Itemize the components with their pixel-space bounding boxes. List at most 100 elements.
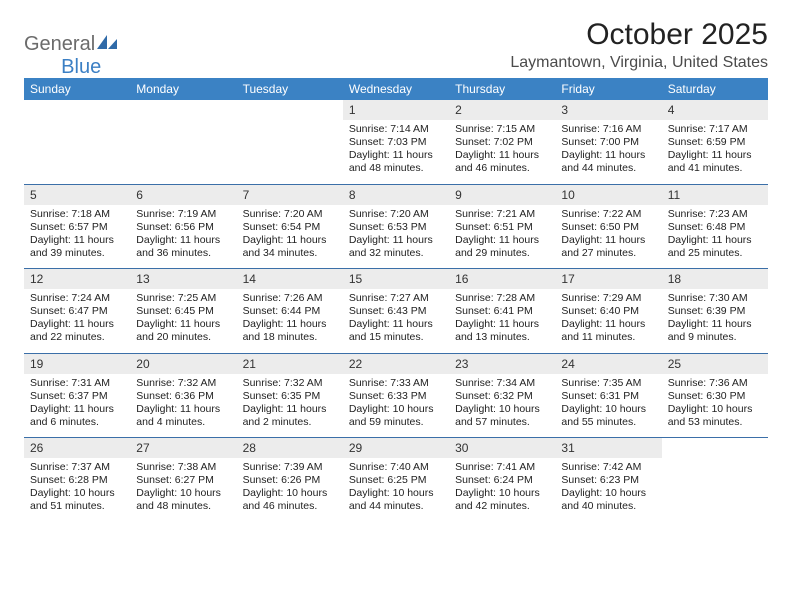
day-number: 15	[343, 269, 449, 289]
sunrise-text: Sunrise: 7:40 AM	[349, 461, 443, 474]
day-body: Sunrise: 7:41 AMSunset: 6:24 PMDaylight:…	[449, 458, 555, 522]
day-number: 19	[24, 354, 130, 374]
sunrise-text: Sunrise: 7:33 AM	[349, 377, 443, 390]
day-body: Sunrise: 7:33 AMSunset: 6:33 PMDaylight:…	[343, 374, 449, 438]
location-label: Laymantown, Virginia, United States	[510, 54, 768, 72]
title-block: October 2025 Laymantown, Virginia, Unite…	[510, 18, 768, 72]
logo-word2: Blue	[61, 56, 101, 79]
sunset-text: Sunset: 6:31 PM	[561, 390, 655, 403]
sunrise-text: Sunrise: 7:16 AM	[561, 123, 655, 136]
calendar-cell: 10Sunrise: 7:22 AMSunset: 6:50 PMDayligh…	[555, 184, 661, 269]
day-number: 18	[662, 269, 768, 289]
calendar-cell: 1Sunrise: 7:14 AMSunset: 7:03 PMDaylight…	[343, 100, 449, 184]
calendar-table: Sunday Monday Tuesday Wednesday Thursday…	[24, 78, 768, 522]
day-number: 3	[555, 100, 661, 120]
day-number: 8	[343, 185, 449, 205]
sunset-text: Sunset: 6:56 PM	[136, 221, 230, 234]
sunrise-text: Sunrise: 7:17 AM	[668, 123, 762, 136]
sunrise-text: Sunrise: 7:26 AM	[243, 292, 337, 305]
day-body: Sunrise: 7:16 AMSunset: 7:00 PMDaylight:…	[555, 120, 661, 184]
sunrise-text: Sunrise: 7:14 AM	[349, 123, 443, 136]
sunset-text: Sunset: 6:37 PM	[30, 390, 124, 403]
calendar-head: Sunday Monday Tuesday Wednesday Thursday…	[24, 78, 768, 100]
day-number: 2	[449, 100, 555, 120]
calendar-cell: 27Sunrise: 7:38 AMSunset: 6:27 PMDayligh…	[130, 438, 236, 522]
day-number: 11	[662, 185, 768, 205]
day-number: 23	[449, 354, 555, 374]
daylight-text: Daylight: 11 hours and 27 minutes.	[561, 234, 655, 260]
page-header: General Blue October 2025 Laymantown, Vi…	[24, 18, 768, 72]
calendar-cell: 5Sunrise: 7:18 AMSunset: 6:57 PMDaylight…	[24, 184, 130, 269]
day-body: Sunrise: 7:25 AMSunset: 6:45 PMDaylight:…	[130, 289, 236, 353]
calendar-cell: 31Sunrise: 7:42 AMSunset: 6:23 PMDayligh…	[555, 438, 661, 522]
sunset-text: Sunset: 6:35 PM	[243, 390, 337, 403]
daylight-text: Daylight: 11 hours and 25 minutes.	[668, 234, 762, 260]
day-number: 30	[449, 438, 555, 458]
day-body: Sunrise: 7:42 AMSunset: 6:23 PMDaylight:…	[555, 458, 661, 522]
daylight-text: Daylight: 10 hours and 46 minutes.	[243, 487, 337, 513]
day-body: Sunrise: 7:21 AMSunset: 6:51 PMDaylight:…	[449, 205, 555, 269]
day-number: 5	[24, 185, 130, 205]
daylight-text: Daylight: 11 hours and 6 minutes.	[30, 403, 124, 429]
daylight-text: Daylight: 11 hours and 9 minutes.	[668, 318, 762, 344]
daylight-text: Daylight: 11 hours and 39 minutes.	[30, 234, 124, 260]
sunrise-text: Sunrise: 7:29 AM	[561, 292, 655, 305]
sunset-text: Sunset: 6:51 PM	[455, 221, 549, 234]
sunset-text: Sunset: 6:48 PM	[668, 221, 762, 234]
sunset-text: Sunset: 6:40 PM	[561, 305, 655, 318]
day-number: 1	[343, 100, 449, 120]
sunrise-text: Sunrise: 7:24 AM	[30, 292, 124, 305]
day-body: Sunrise: 7:20 AMSunset: 6:54 PMDaylight:…	[237, 205, 343, 269]
sunrise-text: Sunrise: 7:31 AM	[30, 377, 124, 390]
day-number: 26	[24, 438, 130, 458]
daylight-text: Daylight: 11 hours and 32 minutes.	[349, 234, 443, 260]
calendar-cell: 6Sunrise: 7:19 AMSunset: 6:56 PMDaylight…	[130, 184, 236, 269]
calendar-cell: 23Sunrise: 7:34 AMSunset: 6:32 PMDayligh…	[449, 353, 555, 438]
daylight-text: Daylight: 11 hours and 29 minutes.	[455, 234, 549, 260]
day-body: Sunrise: 7:27 AMSunset: 6:43 PMDaylight:…	[343, 289, 449, 353]
calendar-cell: 8Sunrise: 7:20 AMSunset: 6:53 PMDaylight…	[343, 184, 449, 269]
daylight-text: Daylight: 10 hours and 59 minutes.	[349, 403, 443, 429]
calendar-cell: 15Sunrise: 7:27 AMSunset: 6:43 PMDayligh…	[343, 269, 449, 354]
calendar-week: 19Sunrise: 7:31 AMSunset: 6:37 PMDayligh…	[24, 353, 768, 438]
calendar-cell	[662, 438, 768, 522]
day-number: 13	[130, 269, 236, 289]
day-body: Sunrise: 7:35 AMSunset: 6:31 PMDaylight:…	[555, 374, 661, 438]
calendar-cell: 17Sunrise: 7:29 AMSunset: 6:40 PMDayligh…	[555, 269, 661, 354]
day-number: 6	[130, 185, 236, 205]
day-number: 28	[237, 438, 343, 458]
calendar-cell: 9Sunrise: 7:21 AMSunset: 6:51 PMDaylight…	[449, 184, 555, 269]
calendar-cell: 12Sunrise: 7:24 AMSunset: 6:47 PMDayligh…	[24, 269, 130, 354]
day-body: Sunrise: 7:32 AMSunset: 6:35 PMDaylight:…	[237, 374, 343, 438]
sunset-text: Sunset: 6:32 PM	[455, 390, 549, 403]
calendar-cell: 14Sunrise: 7:26 AMSunset: 6:44 PMDayligh…	[237, 269, 343, 354]
calendar-cell: 16Sunrise: 7:28 AMSunset: 6:41 PMDayligh…	[449, 269, 555, 354]
day-number: 14	[237, 269, 343, 289]
daylight-text: Daylight: 11 hours and 48 minutes.	[349, 149, 443, 175]
day-body: Sunrise: 7:15 AMSunset: 7:02 PMDaylight:…	[449, 120, 555, 184]
day-body: Sunrise: 7:36 AMSunset: 6:30 PMDaylight:…	[662, 374, 768, 438]
day-number: 25	[662, 354, 768, 374]
dayheader-thu: Thursday	[449, 78, 555, 100]
sunrise-text: Sunrise: 7:23 AM	[668, 208, 762, 221]
day-body	[237, 106, 343, 158]
sunrise-text: Sunrise: 7:22 AM	[561, 208, 655, 221]
day-number: 21	[237, 354, 343, 374]
day-body: Sunrise: 7:23 AMSunset: 6:48 PMDaylight:…	[662, 205, 768, 269]
calendar-cell	[24, 100, 130, 184]
sunset-text: Sunset: 6:23 PM	[561, 474, 655, 487]
daylight-text: Daylight: 11 hours and 18 minutes.	[243, 318, 337, 344]
day-body: Sunrise: 7:30 AMSunset: 6:39 PMDaylight:…	[662, 289, 768, 353]
calendar-cell: 24Sunrise: 7:35 AMSunset: 6:31 PMDayligh…	[555, 353, 661, 438]
sunrise-text: Sunrise: 7:36 AM	[668, 377, 762, 390]
daylight-text: Daylight: 10 hours and 44 minutes.	[349, 487, 443, 513]
sunset-text: Sunset: 6:57 PM	[30, 221, 124, 234]
sunrise-text: Sunrise: 7:42 AM	[561, 461, 655, 474]
calendar-cell: 13Sunrise: 7:25 AMSunset: 6:45 PMDayligh…	[130, 269, 236, 354]
sunset-text: Sunset: 6:25 PM	[349, 474, 443, 487]
day-number: 12	[24, 269, 130, 289]
calendar-cell: 30Sunrise: 7:41 AMSunset: 6:24 PMDayligh…	[449, 438, 555, 522]
day-number: 4	[662, 100, 768, 120]
logo-word1: General	[24, 33, 95, 56]
sunset-text: Sunset: 6:54 PM	[243, 221, 337, 234]
